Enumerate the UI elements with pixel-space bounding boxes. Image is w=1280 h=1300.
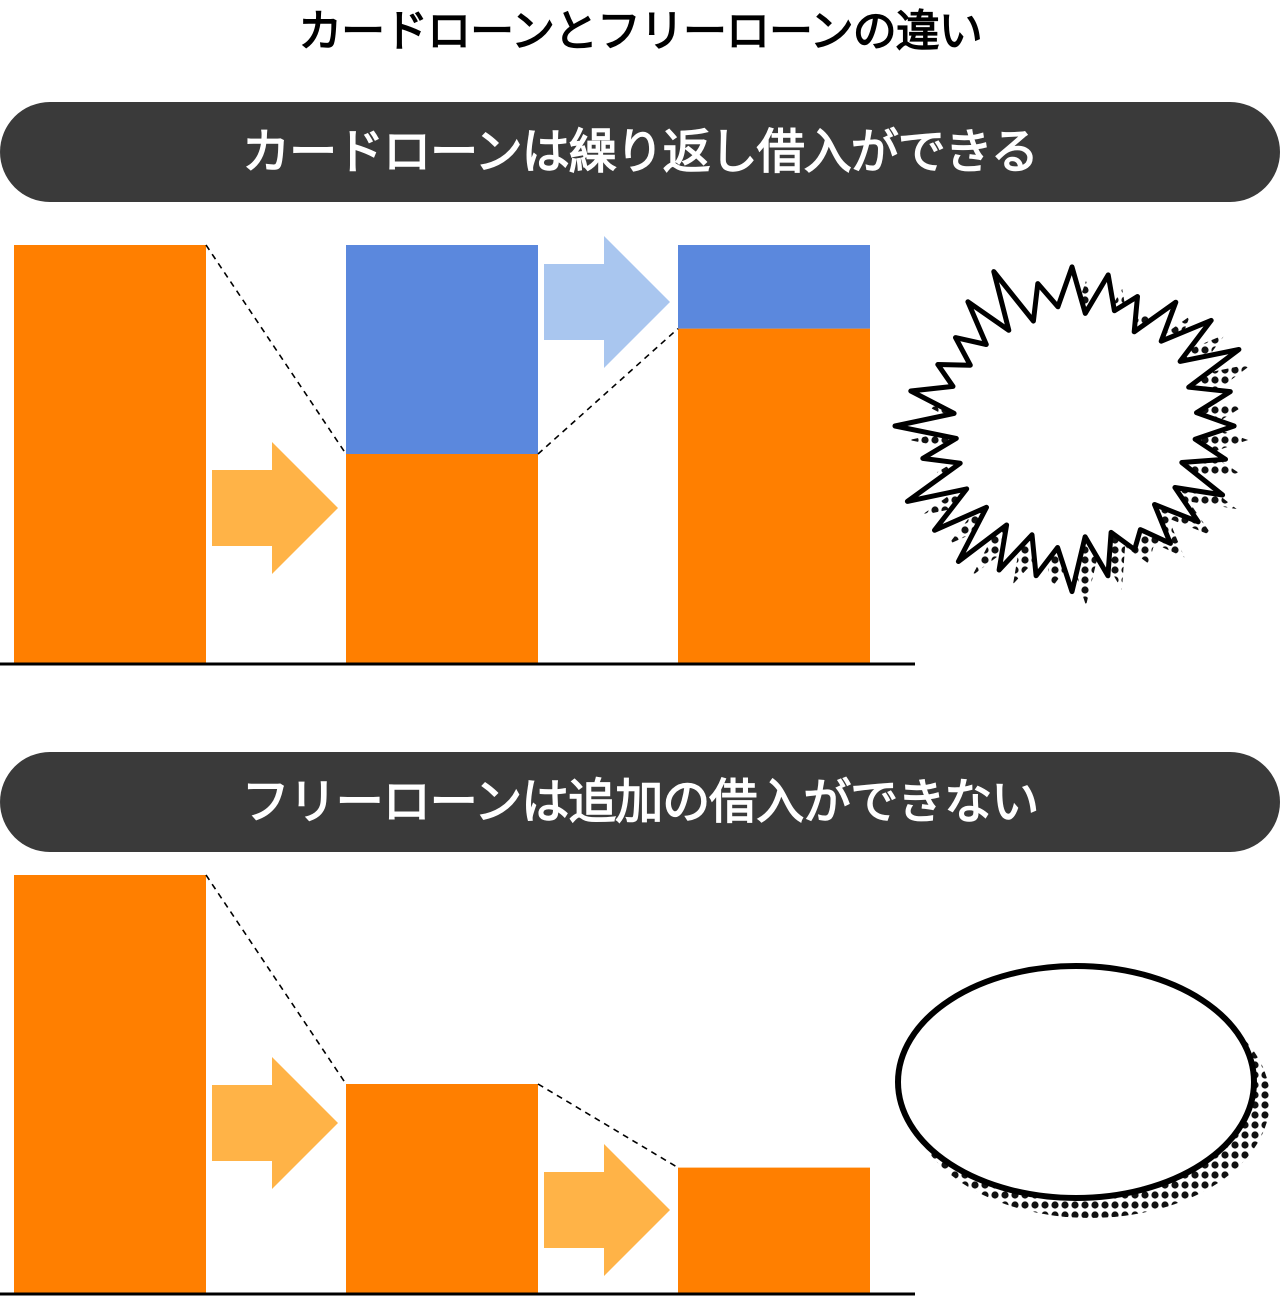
- available-credit-bar: [346, 245, 538, 454]
- right-arrow-icon: [212, 442, 338, 574]
- balance-bar: [678, 1167, 870, 1293]
- burst-bubble-icon: [892, 264, 1242, 595]
- connector-line: [205, 874, 347, 1085]
- card-loan-banner: カードローンは繰り返し借入ができる: [0, 102, 1280, 202]
- card-loan-chart-svg: [0, 236, 1253, 666]
- free-loan-chart-svg: [0, 874, 1270, 1296]
- right-arrow-icon: [212, 1057, 338, 1189]
- right-arrow-icon: [544, 236, 670, 368]
- balance-bar: [14, 245, 206, 663]
- balance-bar: [14, 875, 206, 1293]
- page-title: カードローンとフリーローンの違い: [298, 6, 983, 57]
- card-loan-chart: [0, 215, 1280, 685]
- connector-line: [205, 244, 347, 455]
- available-credit-bar: [678, 245, 870, 329]
- balance-bar: [346, 1084, 538, 1293]
- connector-line: [537, 1083, 679, 1169]
- oval-bubble-icon: [895, 963, 1257, 1201]
- free-loan-chart: [0, 860, 1280, 1300]
- free-loan-banner: フリーローンは追加の借入ができない: [0, 752, 1280, 852]
- right-arrow-icon: [544, 1144, 670, 1276]
- balance-bar: [678, 328, 870, 663]
- balance-bar: [346, 454, 538, 663]
- connector-line: [537, 328, 679, 455]
